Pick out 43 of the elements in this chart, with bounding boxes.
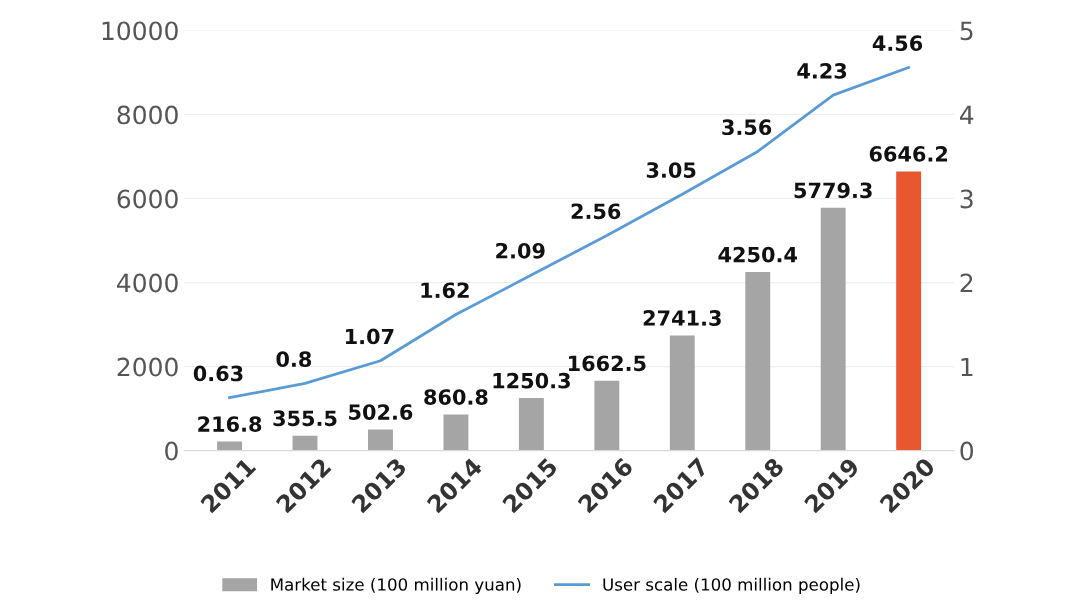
y2-tick-label: 0 (960, 441, 974, 461)
y2-tick-label: 4 (960, 105, 974, 124)
data-label: 2741.3 (643, 310, 721, 326)
data-label: 1250.3 (493, 372, 570, 389)
y-tick-label: 6000 (117, 189, 178, 209)
data-label: 0.8 (276, 351, 312, 368)
data-label: 860.8 (424, 389, 488, 405)
y-tick-label: 0 (165, 441, 178, 461)
y2-tick-label: 2 (960, 273, 973, 293)
data-label: 4.56 (872, 35, 923, 52)
y2-tick-label: 1 (961, 357, 973, 377)
legend-label: User scale (100 million people) (603, 577, 860, 594)
bar (368, 429, 393, 451)
bar (518, 398, 544, 451)
bar (443, 414, 469, 451)
bar (669, 335, 695, 451)
bar (896, 171, 922, 451)
data-label: 6646.2 (869, 146, 948, 162)
bar (292, 435, 318, 451)
data-label: 5779.3 (794, 182, 872, 199)
data-label: 1662.5 (568, 355, 646, 372)
data-label: 3.05 (646, 162, 696, 178)
y2-tick-label: 3 (960, 189, 973, 209)
data-label: 4250.4 (718, 246, 797, 263)
y-tick-label: 4000 (117, 273, 178, 293)
data-label: 3.56 (722, 119, 772, 136)
bar (594, 380, 620, 451)
data-label: 1.07 (346, 328, 394, 345)
data-label: 0.63 (193, 365, 243, 382)
data-label: 4.23 (797, 63, 847, 79)
data-label: 216.8 (198, 416, 262, 432)
y-tick-label: 2000 (117, 357, 178, 377)
data-label: 1.62 (421, 282, 469, 299)
legend-label: Market size (100 million yuan) (271, 577, 521, 594)
data-label: 355.5 (273, 410, 337, 427)
y-tick-label: 8000 (117, 105, 178, 125)
y-tick-label: 10000 (102, 21, 178, 41)
bar (820, 207, 846, 451)
data-label: 2.09 (496, 242, 545, 259)
data-label: 502.6 (349, 404, 413, 420)
bar (745, 272, 771, 451)
y2-tick-label: 5 (960, 21, 973, 41)
data-label: 2.56 (571, 203, 621, 220)
